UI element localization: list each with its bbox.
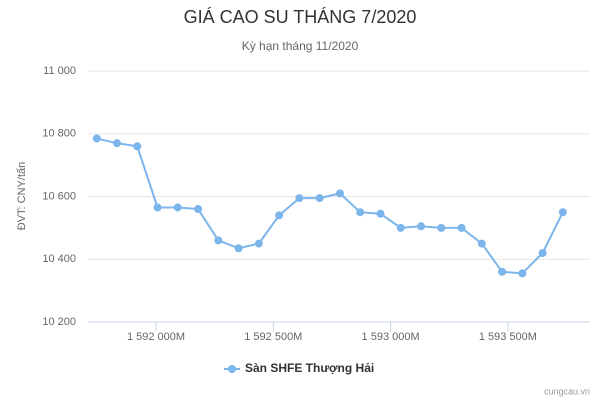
line	[96, 137, 564, 275]
marker	[92, 134, 101, 143]
y-tick-label: 11 000	[43, 65, 76, 77]
marker	[254, 239, 263, 248]
y-tick-label: 10 600	[42, 190, 76, 202]
x-tick-label: 1 593 500M	[479, 331, 537, 343]
y-tick-label: 10 200	[42, 316, 76, 328]
chart-subtitle: Kỳ hạn tháng 11/2020	[242, 39, 359, 53]
marker	[437, 223, 446, 232]
marker	[457, 223, 466, 232]
marker	[538, 248, 547, 257]
marker	[498, 267, 507, 276]
marker	[194, 205, 203, 214]
marker	[518, 269, 527, 278]
y-axis-title: ĐVT: CNY/tấn	[16, 162, 28, 230]
marker	[295, 194, 304, 203]
marker	[234, 244, 243, 253]
marker	[477, 239, 486, 248]
marker	[417, 222, 426, 231]
y-tick-label: 10 800	[42, 128, 76, 140]
marker	[173, 203, 182, 212]
marker	[558, 208, 567, 217]
legend-label: Sàn SHFE Thượng Hải	[245, 361, 374, 375]
credit: cungcau.vn	[544, 386, 590, 396]
marker	[396, 223, 405, 232]
x-tick-label: 1 592 000M	[127, 331, 185, 343]
marker	[376, 209, 385, 218]
y-tick-label: 10 400	[42, 253, 76, 265]
marker	[335, 189, 344, 198]
marker	[214, 236, 223, 245]
marker	[112, 139, 121, 148]
marker	[133, 142, 142, 151]
legend-marker	[228, 365, 236, 373]
marker	[315, 194, 324, 203]
x-tick-label: 1 592 500M	[244, 331, 302, 343]
marker	[275, 211, 284, 220]
marker	[356, 208, 365, 217]
chart-title: GIÁ CAO SU THÁNG 7/2020	[184, 7, 417, 27]
x-tick-label: 1 593 000M	[362, 331, 420, 343]
marker	[153, 203, 162, 212]
